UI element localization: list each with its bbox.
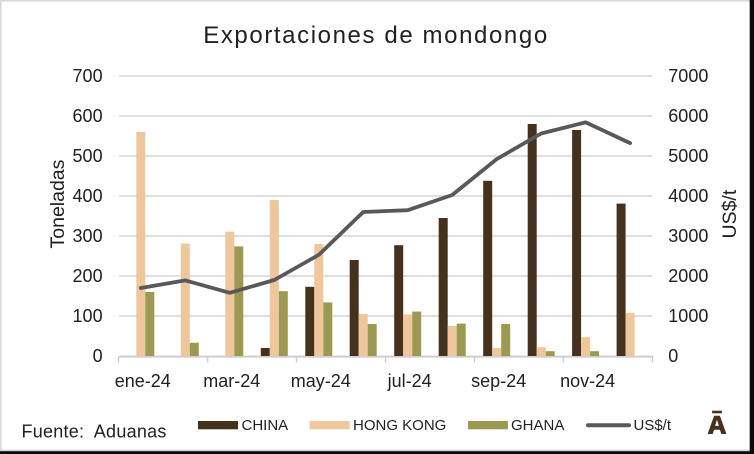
- svg-text:3000: 3000: [668, 226, 708, 246]
- svg-text:Fuente: Aduanas: Fuente: Aduanas: [22, 422, 167, 442]
- svg-text:0: 0: [668, 346, 678, 366]
- svg-text:jul-24: jul-24: [387, 371, 432, 391]
- svg-text:4000: 4000: [668, 186, 708, 206]
- svg-text:2000: 2000: [668, 266, 708, 286]
- svg-text:200: 200: [73, 266, 103, 286]
- svg-text:500: 500: [73, 146, 103, 166]
- svg-text:7000: 7000: [668, 66, 708, 86]
- svg-text:600: 600: [73, 106, 103, 126]
- svg-text:Exportaciones de mondongo: Exportaciones de mondongo: [203, 22, 549, 49]
- svg-text:sep-24: sep-24: [471, 371, 526, 391]
- svg-text:1000: 1000: [668, 306, 708, 326]
- svg-text:CHINA: CHINA: [242, 417, 289, 434]
- svg-text:US$/t: US$/t: [719, 189, 741, 238]
- svg-text:may-24: may-24: [291, 371, 351, 391]
- svg-text:Toneladas: Toneladas: [47, 159, 69, 248]
- svg-text:mar-24: mar-24: [203, 371, 260, 391]
- svg-text:ene-24: ene-24: [115, 371, 171, 391]
- svg-text:US$/t: US$/t: [634, 417, 672, 434]
- svg-text:100: 100: [73, 306, 103, 326]
- svg-text:700: 700: [73, 66, 103, 86]
- svg-text:nov-24: nov-24: [560, 371, 615, 391]
- svg-text:GHANA: GHANA: [511, 417, 564, 434]
- svg-text:5000: 5000: [668, 146, 708, 166]
- svg-text:300: 300: [73, 226, 103, 246]
- svg-text:6000: 6000: [668, 106, 708, 126]
- svg-text:0: 0: [93, 346, 103, 366]
- svg-text:400: 400: [73, 186, 103, 206]
- svg-text:HONG KONG: HONG KONG: [353, 417, 446, 434]
